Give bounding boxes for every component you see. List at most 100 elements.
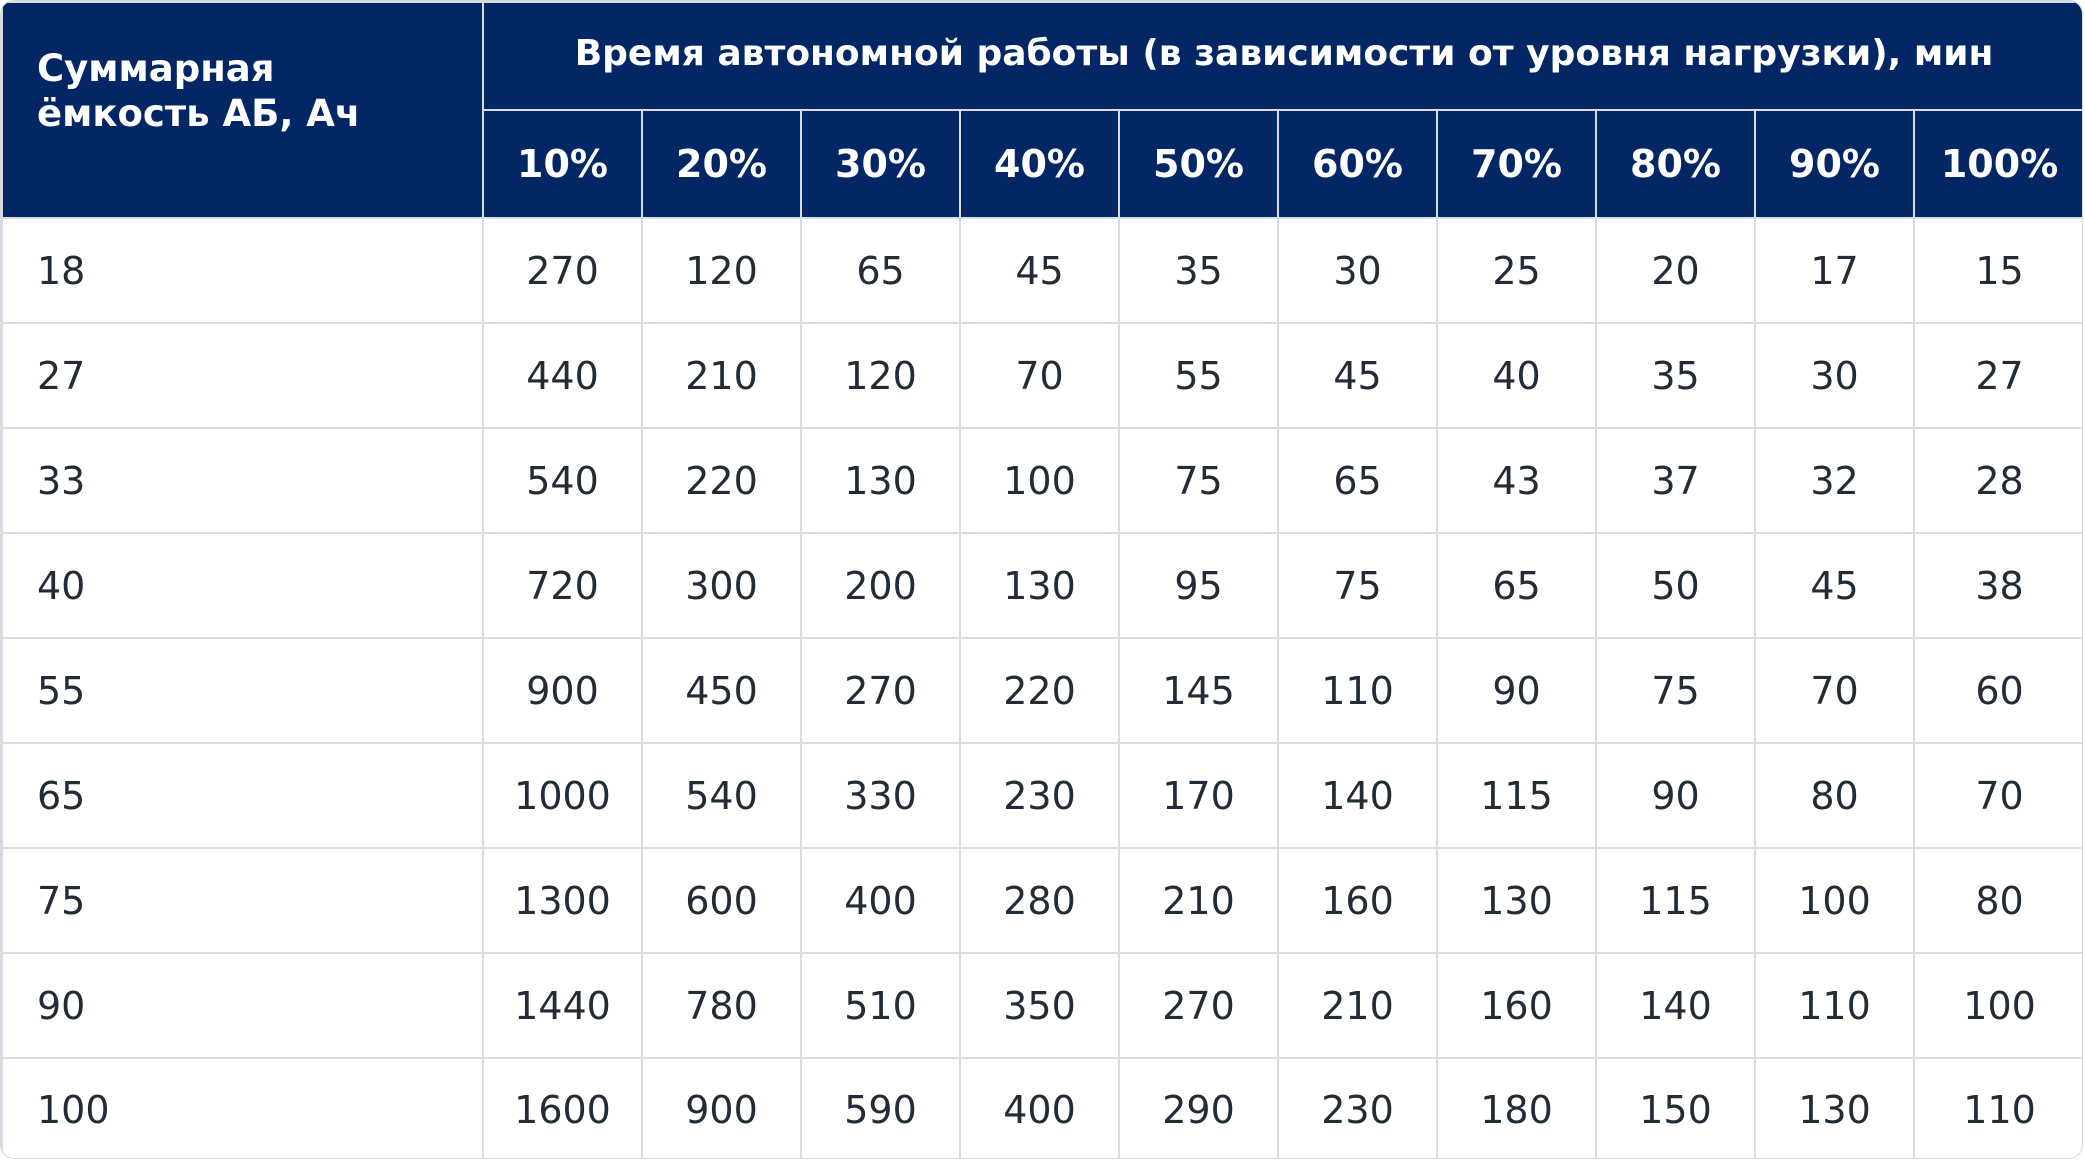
capacity-cell: 90 xyxy=(1,952,484,1059)
runtime-cell: 1300 xyxy=(482,847,643,954)
runtime-cell: 100 xyxy=(1912,952,2082,1059)
runtime-group-header: Время автономной работы (в зависимости о… xyxy=(481,1,2082,111)
capacity-cell: 65 xyxy=(1,742,484,849)
capacity-cell: 33 xyxy=(1,427,484,534)
runtime-cell: 160 xyxy=(1277,847,1438,954)
load-level-header: 50% xyxy=(1118,109,1279,219)
load-level-header: 90% xyxy=(1754,109,1915,219)
runtime-cell: 510 xyxy=(800,952,961,1059)
runtime-cell: 540 xyxy=(482,427,643,534)
runtime-cell: 20 xyxy=(1595,217,1756,324)
runtime-cell: 440 xyxy=(482,322,643,429)
runtime-cell: 130 xyxy=(800,427,961,534)
runtime-cell: 30 xyxy=(1277,217,1438,324)
runtime-cell: 17 xyxy=(1754,217,1915,324)
capacity-cell: 27 xyxy=(1,322,484,429)
runtime-cell: 65 xyxy=(800,217,961,324)
runtime-cell: 65 xyxy=(1436,532,1597,639)
runtime-cell: 300 xyxy=(641,532,802,639)
runtime-cell: 35 xyxy=(1595,322,1756,429)
runtime-cell: 210 xyxy=(641,322,802,429)
runtime-cell: 80 xyxy=(1754,742,1915,849)
runtime-cell: 35 xyxy=(1118,217,1279,324)
runtime-cell: 780 xyxy=(641,952,802,1059)
runtime-cell: 55 xyxy=(1118,322,1279,429)
table-row: 33 540 220 130 100 75 65 43 37 32 28 xyxy=(1,427,2082,534)
runtime-cell: 220 xyxy=(959,637,1120,744)
runtime-cell: 130 xyxy=(1436,847,1597,954)
runtime-cell: 720 xyxy=(482,532,643,639)
runtime-cell: 25 xyxy=(1436,217,1597,324)
load-level-header: 100% xyxy=(1912,109,2082,219)
runtime-cell: 70 xyxy=(959,322,1120,429)
load-level-header: 70% xyxy=(1436,109,1597,219)
runtime-cell: 27 xyxy=(1912,322,2082,429)
runtime-cell: 45 xyxy=(1277,322,1438,429)
runtime-cell: 140 xyxy=(1595,952,1756,1059)
runtime-cell: 220 xyxy=(641,427,802,534)
runtime-cell: 600 xyxy=(641,847,802,954)
runtime-cell: 210 xyxy=(1277,952,1438,1059)
table-row: 27 440 210 120 70 55 45 40 35 30 27 xyxy=(1,322,2082,429)
table-body: 18 270 120 65 45 35 30 25 20 17 15 27 440 210 120 70 55 4… xyxy=(1,217,2082,1158)
runtime-cell: 43 xyxy=(1436,427,1597,534)
runtime-cell: 28 xyxy=(1912,427,2082,534)
runtime-cell: 210 xyxy=(1118,847,1279,954)
load-level-header: 80% xyxy=(1595,109,1756,219)
runtime-cell: 120 xyxy=(800,322,961,429)
load-level-header: 30% xyxy=(800,109,961,219)
runtime-cell: 115 xyxy=(1436,742,1597,849)
runtime-cell: 270 xyxy=(482,217,643,324)
runtime-cell: 1600 xyxy=(482,1057,643,1158)
runtime-cell: 1000 xyxy=(482,742,643,849)
load-level-header: 20% xyxy=(641,109,802,219)
table-row: 75 1300 600 400 280 210 160 130 115 100 80 xyxy=(1,847,2082,954)
runtime-cell: 75 xyxy=(1277,532,1438,639)
runtime-cell: 32 xyxy=(1754,427,1915,534)
runtime-cell: 280 xyxy=(959,847,1120,954)
runtime-cell: 150 xyxy=(1595,1057,1756,1158)
runtime-cell: 110 xyxy=(1754,952,1915,1059)
runtime-cell: 45 xyxy=(959,217,1120,324)
table-row: 100 1600 900 590 400 290 230 180 150 130 110 xyxy=(1,1057,2082,1158)
table-row: 65 1000 540 330 230 170 140 115 90 80 70 xyxy=(1,742,2082,849)
runtime-cell: 65 xyxy=(1277,427,1438,534)
runtime-cell: 60 xyxy=(1912,637,2082,744)
load-level-header: 60% xyxy=(1277,109,1438,219)
runtime-cell: 180 xyxy=(1436,1057,1597,1158)
runtime-cell: 75 xyxy=(1118,427,1279,534)
runtime-cell: 38 xyxy=(1912,532,2082,639)
runtime-cell: 110 xyxy=(1912,1057,2082,1158)
runtime-cell: 70 xyxy=(1754,637,1915,744)
capacity-cell: 55 xyxy=(1,637,484,744)
runtime-cell: 90 xyxy=(1436,637,1597,744)
runtime-cell: 900 xyxy=(482,637,643,744)
table-row: 55 900 450 270 220 145 110 90 75 70 60 xyxy=(1,637,2082,744)
runtime-cell: 75 xyxy=(1595,637,1756,744)
runtime-cell: 350 xyxy=(959,952,1120,1059)
runtime-cell: 115 xyxy=(1595,847,1756,954)
runtime-cell: 45 xyxy=(1754,532,1915,639)
runtime-cell: 140 xyxy=(1277,742,1438,849)
runtime-cell: 330 xyxy=(800,742,961,849)
runtime-cell: 200 xyxy=(800,532,961,639)
runtime-cell: 400 xyxy=(959,1057,1120,1158)
capacity-cell: 75 xyxy=(1,847,484,954)
runtime-cell: 590 xyxy=(800,1057,961,1158)
runtime-cell: 37 xyxy=(1595,427,1756,534)
runtime-cell: 130 xyxy=(959,532,1120,639)
runtime-cell: 130 xyxy=(1754,1057,1915,1158)
runtime-cell: 70 xyxy=(1912,742,2082,849)
runtime-cell: 15 xyxy=(1912,217,2082,324)
capacity-cell: 18 xyxy=(1,217,484,324)
runtime-cell: 290 xyxy=(1118,1057,1279,1158)
table-header: Суммарная ёмкость АБ, Ач Время автономно… xyxy=(1,1,2082,219)
runtime-cell: 450 xyxy=(641,637,802,744)
runtime-cell: 540 xyxy=(641,742,802,849)
runtime-cell: 100 xyxy=(1754,847,1915,954)
table-row: 40 720 300 200 130 95 75 65 50 45 38 xyxy=(1,532,2082,639)
runtime-cell: 110 xyxy=(1277,637,1438,744)
load-level-header: 10% xyxy=(482,109,643,219)
table-row: 90 1440 780 510 350 270 210 160 140 110 100 xyxy=(1,952,2082,1059)
